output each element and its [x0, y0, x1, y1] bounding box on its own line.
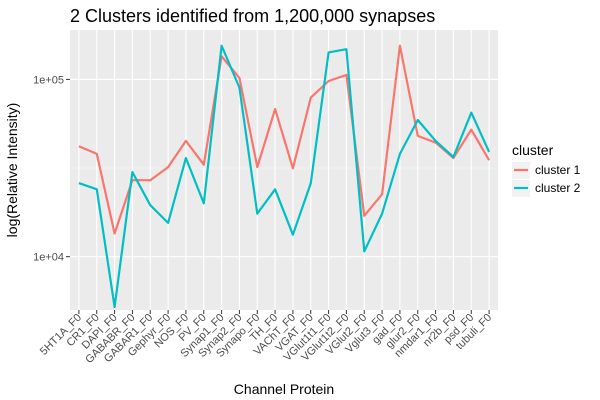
y-axis: 1e+04 1e+05: [33, 74, 70, 264]
y-tick-label: 1e+05: [33, 74, 64, 86]
legend-title: cluster: [512, 142, 554, 158]
y-tick-label: 1e+04: [33, 252, 64, 264]
x-axis-label: Channel Protein: [234, 381, 334, 397]
y-axis-label: log(Relative Intensity): [4, 103, 20, 238]
chart-title: 2 Clusters identified from 1,200,000 syn…: [70, 6, 435, 26]
legend-label: cluster 2: [535, 181, 581, 195]
x-axis: 5HT1A_F0CR1_F0DAPI_F0GABABR_F0GABAR1_F0G…: [38, 310, 494, 366]
series-line-cluster-1: [78, 44, 491, 235]
series-lines: [78, 44, 491, 309]
plot-panel: [70, 30, 498, 310]
grid-lines: [70, 30, 498, 310]
series-line-cluster-2: [78, 44, 491, 309]
legend: cluster cluster 1 cluster 2: [512, 142, 581, 197]
legend-label: cluster 1: [535, 163, 581, 177]
